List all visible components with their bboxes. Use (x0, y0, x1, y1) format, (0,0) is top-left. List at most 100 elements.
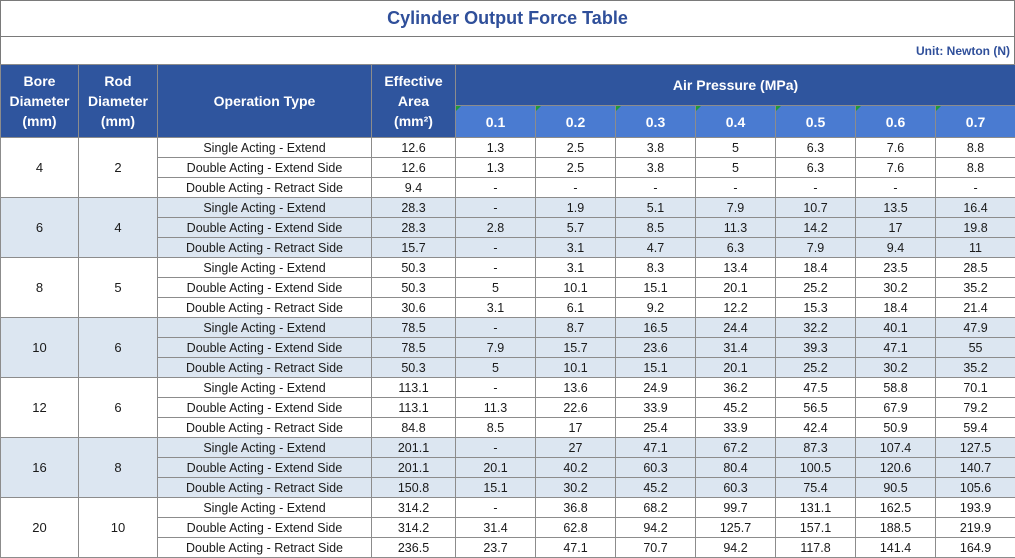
force-value-cell: 120.6 (856, 458, 936, 478)
header-area-line: (mm²) (394, 113, 433, 129)
force-value-cell: 2.8 (456, 218, 536, 238)
effective-area-cell: 150.8 (372, 478, 456, 498)
force-value-cell: 11 (936, 238, 1015, 258)
header-pressure: 0.4 (696, 106, 776, 138)
force-value-cell: 35.2 (936, 278, 1015, 298)
effective-area-cell: 12.6 (372, 138, 456, 158)
header-pressure: 0.3 (616, 106, 696, 138)
rod-diameter-cell: 2 (79, 138, 158, 198)
header-rod-line: Rod (104, 73, 131, 89)
bore-diameter-cell: 6 (1, 198, 79, 258)
force-value-cell: 9.4 (856, 238, 936, 258)
force-value-cell: 11.3 (696, 218, 776, 238)
force-value-cell: 16.4 (936, 198, 1015, 218)
force-value-cell: 10.1 (536, 278, 616, 298)
force-value-cell: 193.9 (936, 498, 1015, 518)
header-rod-line: (mm) (101, 113, 135, 129)
force-value-cell: 107.4 (856, 438, 936, 458)
header-bore-line: Bore (24, 73, 56, 89)
effective-area-cell: 84.8 (372, 418, 456, 438)
operation-type-cell: Single Acting - Extend (158, 138, 372, 158)
force-value-cell: 1.3 (456, 158, 536, 178)
force-value-cell: 28.5 (936, 258, 1015, 278)
force-value-cell: 30.2 (856, 278, 936, 298)
effective-area-cell: 201.1 (372, 438, 456, 458)
force-value-cell: 19.8 (936, 218, 1015, 238)
force-value-cell: 18.4 (776, 258, 856, 278)
header-rod-line: Diameter (88, 93, 148, 109)
force-value-cell: 5 (456, 358, 536, 378)
force-value-cell: - (536, 178, 616, 198)
force-value-cell: 8.7 (536, 318, 616, 338)
effective-area-cell: 50.3 (372, 278, 456, 298)
force-value-cell: 99.7 (696, 498, 776, 518)
header-pressure: 0.6 (856, 106, 936, 138)
force-value-cell: - (456, 318, 536, 338)
force-value-cell: 9.2 (616, 298, 696, 318)
force-value-cell: - (456, 378, 536, 398)
force-value-cell: 59.4 (936, 418, 1015, 438)
force-value-cell: 7.9 (776, 238, 856, 258)
force-value-cell: 13.6 (536, 378, 616, 398)
operation-type-cell: Double Acting - Retract Side (158, 418, 372, 438)
force-value-cell: 5 (696, 138, 776, 158)
force-value-cell: 32.2 (776, 318, 856, 338)
force-value-cell: 33.9 (616, 398, 696, 418)
operation-type-cell: Single Acting - Extend (158, 198, 372, 218)
effective-area-cell: 314.2 (372, 518, 456, 538)
force-value-cell: 25.2 (776, 358, 856, 378)
force-value-cell: 75.4 (776, 478, 856, 498)
force-value-cell: 47.5 (776, 378, 856, 398)
force-value-cell: 5.7 (536, 218, 616, 238)
header-pressure: 0.2 (536, 106, 616, 138)
force-value-cell: 60.3 (696, 478, 776, 498)
force-value-cell: 20.1 (456, 458, 536, 478)
force-value-cell: 105.6 (936, 478, 1015, 498)
force-value-cell: 2.5 (536, 158, 616, 178)
force-value-cell: 3.1 (536, 238, 616, 258)
force-value-cell: 40.2 (536, 458, 616, 478)
force-value-cell: 125.7 (696, 518, 776, 538)
force-value-cell: 56.5 (776, 398, 856, 418)
bore-diameter-cell: 16 (1, 438, 79, 498)
force-value-cell: 157.1 (776, 518, 856, 538)
force-value-cell: 12.2 (696, 298, 776, 318)
force-value-cell: 6.1 (536, 298, 616, 318)
effective-area-cell: 201.1 (372, 458, 456, 478)
force-value-cell: 2.5 (536, 138, 616, 158)
unit-label: Unit: Newton (N) (0, 37, 1015, 64)
force-value-cell: 6.3 (696, 238, 776, 258)
force-value-cell: 70.1 (936, 378, 1015, 398)
bore-diameter-cell: 20 (1, 498, 79, 558)
force-value-cell: 10.1 (536, 358, 616, 378)
force-value-cell: 24.9 (616, 378, 696, 398)
force-value-cell: 55 (936, 338, 1015, 358)
force-value-cell: 6.3 (776, 138, 856, 158)
force-value-cell: 22.6 (536, 398, 616, 418)
header-area-line: Area (398, 93, 429, 109)
force-value-cell: - (776, 178, 856, 198)
force-value-cell: 47.1 (616, 438, 696, 458)
table-title: Cylinder Output Force Table (0, 0, 1015, 37)
force-value-cell: 31.4 (456, 518, 536, 538)
force-value-cell: 188.5 (856, 518, 936, 538)
force-value-cell: - (696, 178, 776, 198)
force-value-cell: 162.5 (856, 498, 936, 518)
operation-type-cell: Single Acting - Extend (158, 318, 372, 338)
force-value-cell: 3.1 (456, 298, 536, 318)
operation-type-cell: Double Acting - Retract Side (158, 238, 372, 258)
force-value-cell: 39.3 (776, 338, 856, 358)
force-value-cell: 5.1 (616, 198, 696, 218)
force-value-cell: 45.2 (696, 398, 776, 418)
force-value-cell: 7.9 (696, 198, 776, 218)
force-value-cell: 30.2 (536, 478, 616, 498)
effective-area-cell: 28.3 (372, 198, 456, 218)
force-table: Bore Diameter (mm) Rod Diameter (mm) Ope… (0, 64, 1015, 558)
force-value-cell: 8.5 (456, 418, 536, 438)
force-value-cell: 15.7 (536, 338, 616, 358)
force-value-cell: 35.2 (936, 358, 1015, 378)
effective-area-cell: 50.3 (372, 258, 456, 278)
force-value-cell: 31.4 (696, 338, 776, 358)
force-value-cell: 3.1 (536, 258, 616, 278)
